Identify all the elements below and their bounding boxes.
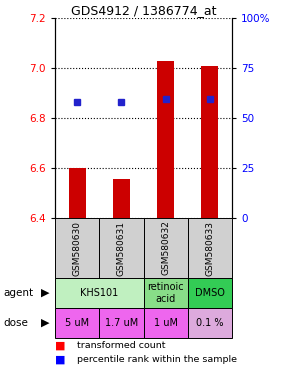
Text: GSM580630: GSM580630 <box>73 220 82 275</box>
Bar <box>144 308 188 338</box>
Bar <box>188 218 232 278</box>
Bar <box>99 308 144 338</box>
Text: DMSO: DMSO <box>195 288 225 298</box>
Text: KHS101: KHS101 <box>80 288 118 298</box>
Bar <box>144 218 188 278</box>
Bar <box>157 61 174 218</box>
Text: GSM580631: GSM580631 <box>117 220 126 275</box>
Bar <box>188 308 232 338</box>
Text: ▶: ▶ <box>41 288 49 298</box>
Text: ▶: ▶ <box>41 318 49 328</box>
Bar <box>113 179 130 218</box>
Text: 1.7 uM: 1.7 uM <box>105 318 138 328</box>
Title: GDS4912 / 1386774_at: GDS4912 / 1386774_at <box>71 4 216 17</box>
Text: transformed count: transformed count <box>77 341 165 351</box>
Text: agent: agent <box>3 288 33 298</box>
Text: GSM580632: GSM580632 <box>161 220 170 275</box>
Bar <box>188 278 232 308</box>
Text: 0.1 %: 0.1 % <box>196 318 224 328</box>
Text: ■: ■ <box>55 341 66 351</box>
Text: 1 uM: 1 uM <box>154 318 178 328</box>
Text: ■: ■ <box>55 355 66 365</box>
Bar <box>55 218 99 278</box>
Text: dose: dose <box>3 318 28 328</box>
Bar <box>69 168 86 218</box>
Bar <box>55 308 99 338</box>
Text: retinoic
acid: retinoic acid <box>147 282 184 304</box>
Bar <box>99 218 144 278</box>
Text: percentile rank within the sample: percentile rank within the sample <box>77 356 237 364</box>
Bar <box>144 278 188 308</box>
Text: GSM580633: GSM580633 <box>205 220 214 275</box>
Bar <box>202 66 218 218</box>
Text: 5 uM: 5 uM <box>65 318 89 328</box>
Bar <box>55 278 144 308</box>
